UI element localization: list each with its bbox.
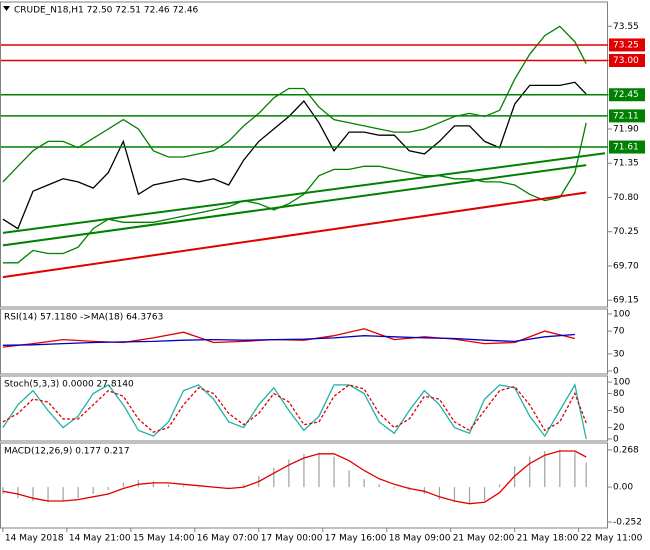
histogram-bar xyxy=(137,480,139,488)
histogram-bar xyxy=(348,470,350,488)
level-label: 73.00 xyxy=(613,56,639,66)
panel-title: CRUDE_N18,H1 72.50 72.51 72.46 72.46 xyxy=(14,6,199,16)
histogram-bar xyxy=(378,484,380,488)
histogram-bar xyxy=(574,452,576,488)
histogram-bar xyxy=(32,487,34,501)
x-tick-label: 22 May 11:00 xyxy=(581,534,643,544)
x-tick-label: 16 May 07:00 xyxy=(197,534,259,544)
y-tick-label: -0.252 xyxy=(613,518,642,528)
histogram-bar xyxy=(17,487,19,499)
histogram-bar xyxy=(107,487,109,490)
histogram-bar xyxy=(122,482,124,488)
histogram-bar xyxy=(453,487,456,503)
histogram-bar xyxy=(197,487,200,488)
histogram-bar xyxy=(152,481,155,488)
level-label: 72.45 xyxy=(613,90,639,100)
level-label: 71.61 xyxy=(613,143,639,153)
histogram-bar xyxy=(423,487,425,495)
histogram-bar xyxy=(318,452,320,488)
histogram-bar xyxy=(243,484,245,488)
histogram-bar xyxy=(559,449,561,488)
level-label: 72.11 xyxy=(613,111,639,121)
series-line xyxy=(2,152,606,234)
y-tick-label: 20 xyxy=(613,423,625,433)
y-tick-label: 70.25 xyxy=(613,227,639,237)
y-tick-label: 80 xyxy=(613,389,625,399)
series-line xyxy=(2,122,587,264)
y-tick-label: 0.268 xyxy=(613,445,639,455)
series-line xyxy=(2,333,575,346)
histogram-bar xyxy=(499,484,501,488)
x-tick-label: 21 May 18:00 xyxy=(517,534,579,544)
histogram-bar xyxy=(273,467,275,488)
y-tick-label: 69.70 xyxy=(613,261,639,271)
x-tick-label: 21 May 02:00 xyxy=(453,534,515,544)
y-tick-label: 71.35 xyxy=(613,159,639,169)
panel-frame xyxy=(0,442,608,529)
histogram-bar xyxy=(77,487,79,499)
x-tick-label: 14 May 21:00 xyxy=(69,534,131,544)
x-tick-label: 18 May 09:00 xyxy=(389,534,451,544)
series-line xyxy=(2,25,587,183)
series-line xyxy=(2,164,587,247)
histogram-bar xyxy=(333,456,335,488)
y-tick-label: 71.90 xyxy=(613,124,639,134)
y-tick-label: 70.80 xyxy=(613,193,639,203)
histogram-bar xyxy=(288,459,290,488)
series-line xyxy=(2,383,587,440)
x-tick-label: 17 May 00:00 xyxy=(261,534,323,544)
series-line xyxy=(2,81,587,230)
y-tick-label: 30 xyxy=(613,349,625,359)
histogram-bar xyxy=(92,487,94,495)
x-tick-label: 15 May 14:00 xyxy=(133,534,195,544)
level-label-box xyxy=(609,109,645,123)
series-line xyxy=(2,191,587,279)
panel-title: Stoch(5,3,3) 0.0000 27.8140 xyxy=(4,380,134,390)
histogram-bar xyxy=(544,451,546,488)
histogram-bar xyxy=(303,453,305,488)
panel-title: MACD(12,26,9) 0.177 0.217 xyxy=(4,447,130,457)
histogram-bar xyxy=(468,487,471,504)
x-tick-label: 17 May 16:00 xyxy=(325,534,387,544)
histogram-bar xyxy=(393,487,395,489)
y-tick-label: 100 xyxy=(613,378,630,388)
menu-icon xyxy=(3,6,10,11)
histogram-bar xyxy=(483,487,486,501)
panel-frame xyxy=(0,1,608,308)
histogram-bar xyxy=(363,478,365,488)
y-tick-label: 0 xyxy=(613,434,619,444)
y-tick-label: 0 xyxy=(613,366,619,376)
level-label-box xyxy=(609,54,645,68)
histogram-bar xyxy=(438,487,441,500)
histogram-bar xyxy=(47,487,49,503)
series-line xyxy=(2,384,587,433)
histogram-bar xyxy=(585,462,587,488)
level-label-box xyxy=(609,140,645,154)
y-tick-label: 100 xyxy=(613,310,630,320)
level-label-box xyxy=(609,38,645,52)
y-tick-label: 70 xyxy=(613,327,625,337)
panel-frame xyxy=(0,308,608,375)
y-tick-label: 0.00 xyxy=(613,483,633,493)
histogram-bar xyxy=(2,487,4,495)
histogram-bar xyxy=(62,487,64,501)
level-label-box xyxy=(609,88,645,102)
histogram-bar xyxy=(228,487,230,489)
histogram-bar xyxy=(182,485,185,488)
y-tick-label: 50 xyxy=(613,406,625,416)
y-tick-label: 73.55 xyxy=(613,22,639,32)
histogram-bar xyxy=(167,484,170,488)
x-tick-label: 14 May 2018 xyxy=(5,534,64,544)
histogram-bar xyxy=(529,456,531,488)
level-label: 73.25 xyxy=(613,40,639,50)
panel-frame xyxy=(0,375,608,442)
panel-title: RSI(14) 57.1180 ->MA(18) 64.3763 xyxy=(4,313,163,323)
y-tick-label: 69.15 xyxy=(613,296,639,306)
series-line xyxy=(2,450,587,505)
